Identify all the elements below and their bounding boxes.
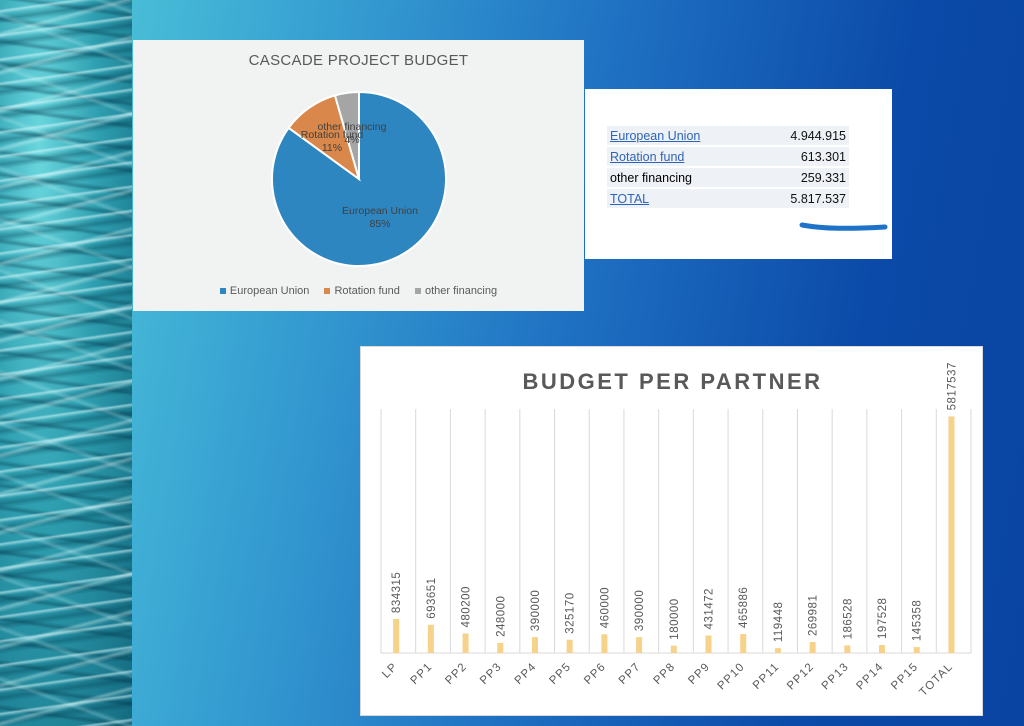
x-tick-label: PP1: [409, 661, 435, 687]
x-tick-label: PP7: [617, 661, 643, 687]
legend-swatch-other-financing: [414, 288, 421, 295]
pie-slice-other-financing: [333, 90, 360, 180]
pie-data-label-european-union: European Union: [342, 205, 418, 217]
pie-chart-panel: CASCADE PROJECT BUDGET European Union 85%…: [133, 40, 584, 311]
bar-data-label: 269981: [808, 595, 820, 636]
bar-pp6: [601, 634, 608, 653]
bar-chart-title: BUDGET PER PARTNER: [522, 369, 823, 394]
table-row: other financing 259.331: [607, 168, 849, 187]
bar-data-label: 693651: [426, 577, 438, 618]
bar-pp5: [566, 639, 573, 653]
table-row: TOTAL 5.817.537: [607, 189, 849, 208]
bar-pp13: [844, 645, 851, 653]
bar-chart-panel: BUDGET PER PARTNER 834315 LP 693651 PP1 4802…: [360, 346, 983, 716]
x-tick-label: TOTAL: [917, 661, 955, 699]
table-cell-name: other financing: [607, 168, 741, 187]
legend-item-rotation-fund: Rotation fund: [324, 285, 400, 297]
pie-data-label-percent-european-union: 85%: [369, 218, 390, 230]
pie-legend: European Union Rotation fund other finan…: [133, 285, 584, 297]
x-tick-label: PP8: [652, 661, 678, 687]
x-tick-label: PP5: [547, 661, 573, 687]
bar-pp7: [636, 637, 643, 653]
bar-data-label: 431472: [704, 588, 716, 629]
bar-data-label: 248000: [495, 596, 507, 637]
pie-chart-title: CASCADE PROJECT BUDGET: [248, 52, 469, 69]
x-tick-label: LP: [380, 661, 400, 681]
bar-data-label: 460000: [599, 587, 611, 628]
x-tick-label: PP9: [686, 661, 712, 687]
pie-data-label-percent-other-financing: 4%: [344, 134, 359, 146]
x-tick-label: PP2: [443, 661, 469, 687]
bar-data-label: 119448: [773, 602, 785, 643]
table-cell-value: 5.817.537: [741, 189, 849, 208]
legend-swatch-european-union: [219, 288, 226, 295]
x-tick-label: PP13: [820, 661, 852, 693]
x-tick-label: PP10: [716, 661, 748, 693]
table-cell-name[interactable]: TOTAL: [607, 189, 741, 208]
bar-data-label: 145358: [912, 600, 924, 641]
table-cell-value: 4.944.915: [741, 126, 849, 145]
bar-data-label: 197528: [877, 598, 889, 639]
table-row: Rotation fund 613.301: [607, 147, 849, 166]
budget-table-panel: European Union 4.944.915 Rotation fund 6…: [585, 89, 892, 259]
bar-pp14: [879, 644, 886, 653]
x-tick-label: PP12: [785, 661, 817, 693]
bar-lp: [393, 619, 400, 653]
x-tick-label: PP6: [582, 661, 608, 687]
pie-data-label-other-financing: other financing: [318, 121, 387, 133]
water-shimmer: [0, 0, 132, 726]
table-cell-name[interactable]: European Union: [607, 126, 741, 145]
bar-data-label: 465886: [738, 587, 750, 628]
x-tick-label: PP14: [854, 661, 886, 693]
bar-data-label: 186528: [842, 598, 854, 639]
bar-data-label: 834315: [391, 572, 403, 613]
legend-item-european-union: European Union: [219, 285, 310, 297]
legend-swatch-rotation-fund: [324, 288, 331, 295]
table-cell-name[interactable]: Rotation fund: [607, 147, 741, 166]
bar-data-label: 480200: [461, 586, 473, 627]
table-cell-value: 613.301: [741, 147, 849, 166]
bar-pp8: [670, 645, 677, 653]
bar-chart: 834315 LP 693651 PP1 480200 PP2 248000 PP3 39000…: [380, 362, 972, 699]
bar-pp12: [809, 642, 816, 653]
bar-total: [948, 416, 955, 653]
x-tick-label: PP4: [513, 661, 539, 687]
pie-data-label-rotation-fund: Rotation fund: [301, 129, 364, 141]
pie-slice-european-union: [271, 90, 447, 267]
legend-item-other-financing: other financing: [414, 285, 498, 297]
bar-pp10: [740, 634, 747, 653]
bar-data-label: 390000: [530, 590, 542, 631]
bar-pp2: [462, 633, 469, 653]
bar-pp3: [497, 642, 504, 653]
bar-pp9: [705, 635, 712, 653]
x-tick-label: PP3: [478, 661, 504, 687]
water-background-image: [0, 0, 132, 726]
legend-label: other financing: [424, 285, 498, 297]
handwritten-underline: [799, 222, 888, 231]
legend-label: Rotation fund: [334, 285, 400, 297]
x-tick-label: PP15: [889, 661, 921, 693]
table-cell-value: 259.331: [741, 168, 849, 187]
bar-data-label: 325170: [565, 592, 577, 633]
bar-pp11: [774, 648, 781, 653]
bar-pp1: [427, 624, 434, 653]
bar-data-label: 5817537: [946, 362, 958, 410]
bar-data-label: 180000: [669, 598, 681, 639]
bar-pp15: [913, 647, 920, 653]
table-row: European Union 4.944.915: [607, 126, 849, 145]
bar-pp4: [531, 637, 538, 653]
bar-data-label: 390000: [634, 590, 646, 631]
x-tick-label: PP11: [751, 661, 782, 692]
legend-label: European Union: [229, 285, 310, 297]
budget-table: European Union 4.944.915 Rotation fund 6…: [607, 124, 849, 210]
pie-data-label-percent-rotation-fund: 11%: [322, 142, 342, 154]
